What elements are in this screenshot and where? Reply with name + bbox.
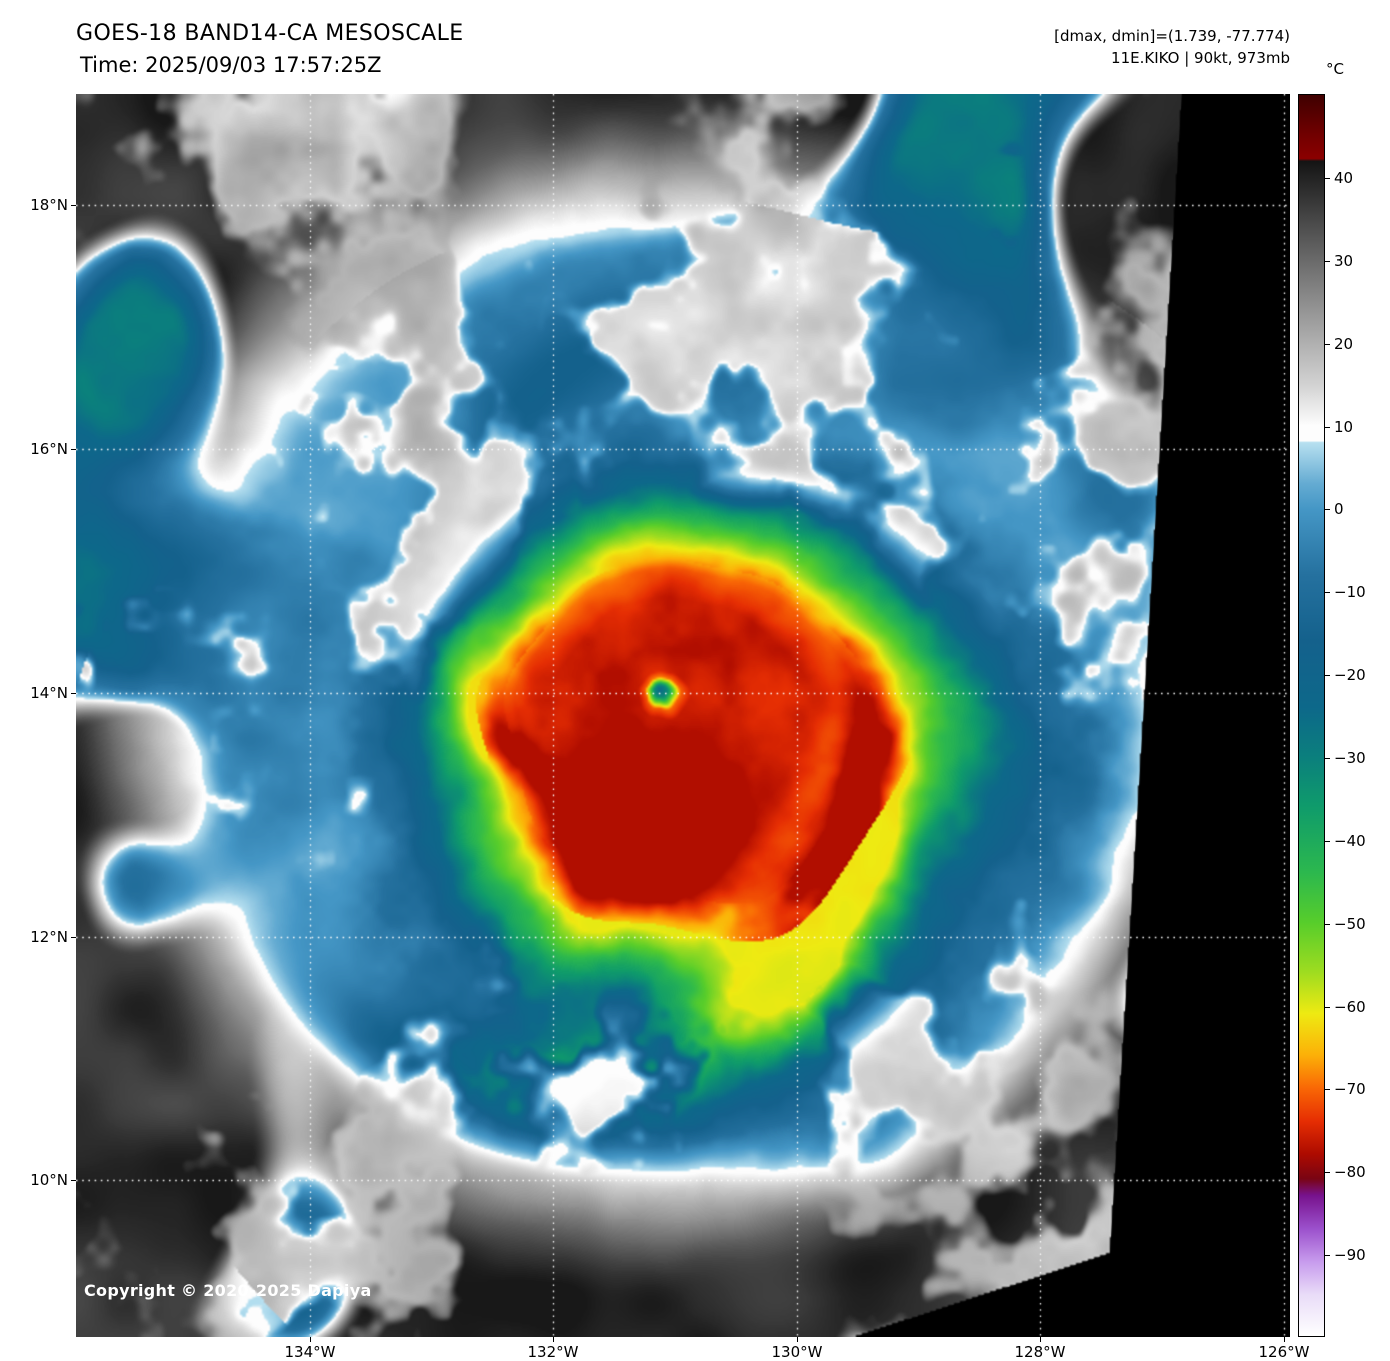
colorbar-tick-mark	[1325, 1006, 1330, 1008]
colorbar-tick-mark	[1325, 509, 1330, 511]
ir-imagery-canvas	[76, 94, 1290, 1337]
colorbar-tick-label: −40	[1334, 831, 1366, 850]
colorbar-tick-label: −10	[1334, 583, 1366, 602]
colorbar-tick-label: −80	[1334, 1163, 1366, 1182]
lat-tick-label: 16°N	[30, 440, 68, 458]
lat-tick-label: 10°N	[30, 1171, 68, 1189]
temperature-colorbar: 40 30 20 10 0 −10 −20 −30 −40 −50 −60 −70 −80 −90	[1298, 94, 1366, 1337]
lat-tick-mark	[71, 1180, 76, 1181]
lon-tick-mark	[553, 1337, 554, 1342]
colorbar-tick-label: −50	[1334, 914, 1366, 933]
timestamp-label: Time: 2025/09/03 17:57:25Z	[80, 53, 382, 77]
lat-tick-mark	[71, 937, 76, 938]
colorbar-unit-label: °C	[1326, 60, 1344, 78]
lon-tick-label: 130°W	[771, 1343, 823, 1361]
colorbar-tick-mark	[1325, 1255, 1330, 1257]
lon-tick-label: 134°W	[284, 1343, 336, 1361]
lat-tick-mark	[71, 449, 76, 450]
lon-tick-label: 128°W	[1014, 1343, 1066, 1361]
colorbar-tick-mark	[1325, 343, 1330, 345]
colorbar-gradient	[1299, 95, 1324, 1336]
lon-tick-mark	[1284, 1337, 1285, 1342]
lon-tick-label: 132°W	[527, 1343, 579, 1361]
colorbar-tick-label: −30	[1334, 748, 1366, 767]
lon-tick-mark	[310, 1337, 311, 1342]
lon-tick-label: 126°W	[1258, 1343, 1310, 1361]
longitude-axis: 134°W 132°W 130°W 128°W 126°W	[76, 1343, 1310, 1361]
colorbar-tick-label: 10	[1334, 417, 1354, 436]
lat-tick-label: 18°N	[30, 196, 68, 214]
colorbar-tick-label: 20	[1334, 334, 1354, 353]
lat-tick-label: 12°N	[30, 928, 68, 946]
product-title: GOES-18 BAND14-CA MESOSCALE	[76, 21, 464, 46]
colorbar-tick-label: 40	[1334, 168, 1354, 187]
lat-tick-mark	[71, 693, 76, 694]
colorbar-tick-mark	[1325, 757, 1330, 759]
colorbar-tick-label: −90	[1334, 1246, 1366, 1265]
latitude-axis: 18°N 16°N 14°N 12°N 10°N	[0, 94, 68, 1337]
colorbar-tick-label: −20	[1334, 666, 1366, 685]
colorbar-tick-mark	[1325, 840, 1330, 842]
lon-tick-mark	[797, 1337, 798, 1342]
satellite-image-plot: Copyright © 2020-2025 Dapiya	[76, 94, 1290, 1337]
colorbar-tick-mark	[1325, 675, 1330, 677]
colorbar-tick-mark	[1325, 1172, 1330, 1174]
colorbar-tick-mark	[1325, 1089, 1330, 1091]
data-range-readout: [dmax, dmin]=(1.739, -77.774)	[1054, 27, 1290, 45]
colorbar-tick-label: −70	[1334, 1080, 1366, 1099]
colorbar-tick-mark	[1325, 260, 1330, 262]
colorbar-tick-label: 0	[1334, 500, 1344, 519]
lat-tick-mark	[71, 205, 76, 206]
colorbar-tick-label: −60	[1334, 997, 1366, 1016]
storm-info-readout: 11E.KIKO | 90kt, 973mb	[1111, 49, 1290, 67]
lat-tick-label: 14°N	[30, 684, 68, 702]
colorbar-tick-mark	[1325, 923, 1330, 925]
colorbar-tick-mark	[1325, 592, 1330, 594]
lon-tick-mark	[1040, 1337, 1041, 1342]
colorbar-tick-mark	[1325, 177, 1330, 179]
colorbar-tick-mark	[1325, 426, 1330, 428]
colorbar-tick-label: 30	[1334, 251, 1354, 270]
copyright-watermark: Copyright © 2020-2025 Dapiya	[84, 1281, 372, 1300]
